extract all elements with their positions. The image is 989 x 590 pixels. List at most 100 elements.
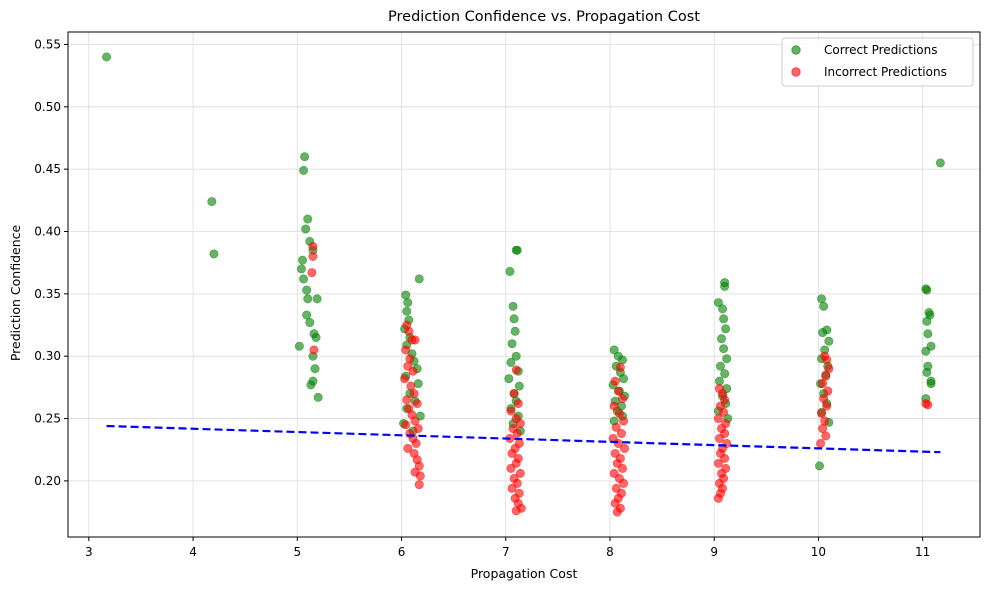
scatter-point <box>822 355 832 365</box>
scatter-point <box>408 366 418 376</box>
scatter-point <box>821 431 831 441</box>
scatter-point <box>312 294 322 304</box>
scatter-point <box>926 379 936 389</box>
scatter-point <box>816 438 826 448</box>
scatter-point <box>722 354 732 364</box>
scatter-point <box>303 294 313 304</box>
scatter-point <box>818 424 828 434</box>
scatter-point <box>720 395 730 405</box>
scatter-point <box>616 429 626 439</box>
scatter-point <box>617 355 627 365</box>
scatter-point <box>296 264 306 274</box>
scatter-point <box>410 416 420 426</box>
scatter-point <box>715 361 725 371</box>
scatter-point <box>609 345 619 355</box>
scatter-point <box>617 463 627 473</box>
scatter-point <box>507 448 517 458</box>
y-tick-label: 0.55 <box>34 37 61 51</box>
scatter-point <box>401 290 411 300</box>
grid-lines <box>68 32 980 537</box>
legend-marker <box>791 67 801 77</box>
scatter-point <box>414 461 424 471</box>
scatter-point <box>510 326 520 336</box>
scatter-point <box>819 301 829 311</box>
scatter-point <box>303 214 313 224</box>
scatter-point <box>718 304 728 314</box>
legend: Correct Predictions Incorrect Predictions <box>781 37 974 87</box>
scatter-point <box>610 376 620 386</box>
scatter-point <box>301 224 311 234</box>
scatter-point <box>511 365 521 375</box>
scatter-point <box>713 493 723 503</box>
scatter-point <box>313 392 323 402</box>
scatter-point <box>814 461 824 471</box>
scatter-point <box>822 401 832 411</box>
series-1 <box>307 241 933 517</box>
scatter-point <box>300 152 310 162</box>
scatter-point <box>414 480 424 490</box>
scatter-point <box>822 325 832 335</box>
scatter-point <box>717 334 727 344</box>
scatter-point <box>719 314 729 324</box>
scatter-point <box>415 471 425 481</box>
scatter-point <box>923 400 933 410</box>
y-tick-label: 0.20 <box>34 474 61 488</box>
scatter-point <box>721 324 731 334</box>
scatter-point <box>515 468 525 478</box>
scatter-point <box>509 389 519 399</box>
scatter-point <box>311 332 321 342</box>
scatter-point <box>310 364 320 374</box>
scatter-point <box>506 463 516 473</box>
scatter-point <box>821 371 831 381</box>
scatter-point <box>823 386 833 396</box>
scatter-point <box>409 389 419 399</box>
x-tick-label: 8 <box>606 545 614 559</box>
scatter-point <box>922 285 932 295</box>
y-tick-label: 0.40 <box>34 225 61 239</box>
scatter-point <box>511 506 521 516</box>
scatter-point <box>720 369 730 379</box>
x-tick-label: 6 <box>398 545 406 559</box>
scatter-point <box>102 52 112 62</box>
y-axis-label: Prediction Confidence <box>8 225 23 362</box>
x-tick-label: 10 <box>811 545 826 559</box>
scatter-point <box>714 376 724 386</box>
scatter-point <box>298 255 308 265</box>
data-points <box>102 52 945 517</box>
scatter-point <box>505 266 515 276</box>
y-tick-label: 0.45 <box>34 162 61 176</box>
scatter-point <box>619 374 629 384</box>
y-tick-label: 0.35 <box>34 287 61 301</box>
scatter-point <box>302 310 312 320</box>
scatter-point <box>504 374 514 384</box>
scatter-point <box>513 399 523 409</box>
x-tick-label: 4 <box>189 545 197 559</box>
scatter-point <box>620 443 630 453</box>
scatter-point <box>294 341 304 351</box>
scatter-point <box>713 414 723 424</box>
scatter-point <box>506 406 516 416</box>
scatter-point <box>719 407 729 417</box>
scatter-point <box>403 443 413 453</box>
scatter-point <box>507 339 517 349</box>
scatter-point <box>402 306 412 316</box>
scatter-point <box>817 294 827 304</box>
scatter-point <box>818 379 828 389</box>
y-tick-label: 0.50 <box>34 100 61 114</box>
x-axis-label: Propagation Cost <box>471 566 578 581</box>
scatter-point <box>400 374 410 384</box>
scatter-point <box>612 507 622 517</box>
scatter-point <box>305 318 315 328</box>
scatter-point <box>720 453 730 463</box>
scatter-point <box>820 416 830 426</box>
scatter-point <box>308 251 318 261</box>
x-tick-label: 5 <box>293 545 301 559</box>
trend-line <box>106 424 941 454</box>
scatter-point <box>402 395 412 405</box>
scatter-point <box>922 316 932 326</box>
scatter-point <box>401 420 411 430</box>
scatter-point <box>406 381 416 391</box>
x-axis-ticks: 3 4 5 6 7 8 9 10 11 <box>85 537 930 559</box>
scatter-point <box>506 357 516 367</box>
y-tick-label: 0.30 <box>34 349 61 363</box>
